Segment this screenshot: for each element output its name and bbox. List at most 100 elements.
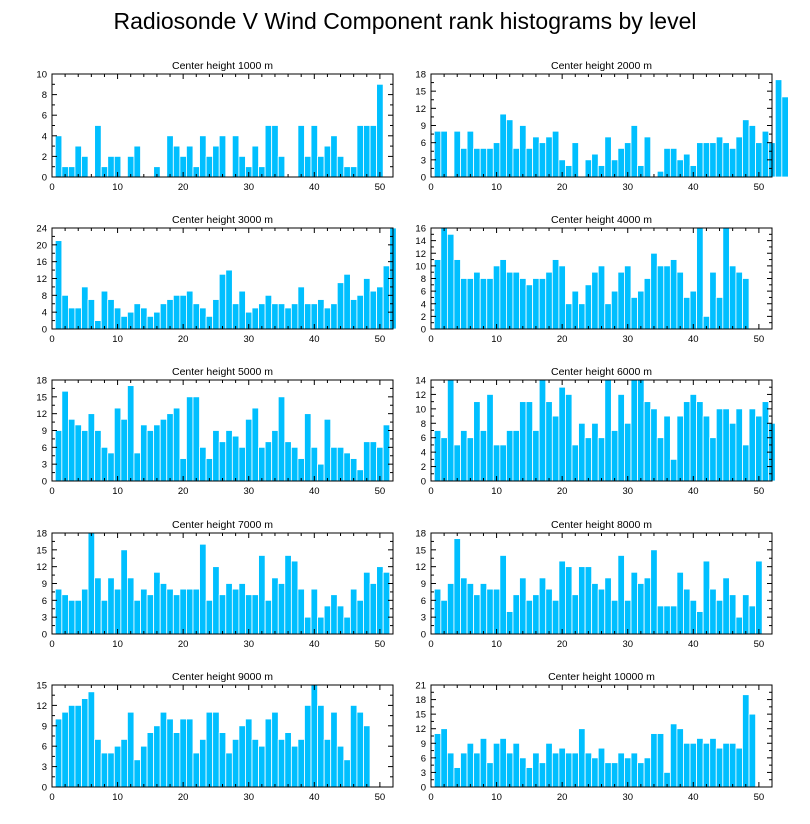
x-tick-label: 0 [49,792,54,803]
bar [453,444,461,482]
x-tick-label: 20 [557,182,568,193]
bar [172,594,181,635]
x-tick-label: 10 [491,486,502,497]
bar [525,599,534,635]
bar [492,265,501,330]
y-tick-label: 3 [42,613,47,624]
bar [584,752,593,788]
bar [735,747,743,788]
y-tick-label: 0 [421,173,426,184]
bar [709,142,717,178]
y-tick-label: 12 [415,562,426,573]
bar [669,147,678,178]
y-tick-label: 4 [421,448,426,459]
bar [643,757,652,788]
bar [584,284,593,330]
bar [669,723,678,788]
bar [330,594,338,635]
bar [251,145,259,178]
panel-title: Center height 4000 m [551,214,652,226]
bar [304,616,312,635]
bar [199,307,207,330]
x-tick-label: 10 [491,334,502,345]
bar [617,394,625,482]
bar [591,271,599,330]
x-tick-label: 50 [754,792,765,803]
bar [238,725,246,788]
bar [479,738,488,788]
bar [330,711,338,788]
bar [715,599,724,635]
bar [317,463,325,482]
bar [519,757,527,788]
y-tick-label: 9 [42,579,47,590]
bar [532,430,540,482]
bar [591,153,599,178]
bar [610,599,619,635]
bar [87,299,96,330]
y-tick-label: 6 [42,111,47,122]
bar [159,583,168,635]
y-tick-label: 20 [36,240,47,251]
y-tick-label: 12 [415,724,426,735]
bar [317,155,325,178]
bar [290,303,299,330]
bar [382,265,391,330]
bar [277,583,286,635]
y-tick-label: 16 [36,257,47,268]
y-tick-label: 6 [42,596,47,607]
y-tick-label: 3 [421,768,426,779]
bar [369,290,378,330]
bar [538,762,547,788]
bar [532,594,540,635]
bar [440,437,448,482]
bar [466,583,475,635]
bar [565,303,573,330]
bar [696,227,704,330]
bar [218,441,227,482]
y-tick-label: 24 [36,224,47,235]
bar [120,549,128,635]
bar [199,446,207,482]
bar [225,430,233,482]
y-tick-label: 10 [415,404,426,415]
bar [538,379,547,482]
y-tick-label: 3 [421,155,426,166]
bar [343,166,351,178]
bar [748,713,757,788]
bar [100,752,109,788]
bar [271,711,279,788]
bar [363,441,371,482]
bar [284,555,292,635]
bar [702,142,711,178]
bar [650,408,658,482]
y-tick-label: 2 [421,312,426,323]
bar [650,549,658,635]
x-tick-label: 40 [688,182,699,193]
bar [218,732,227,788]
bar [558,747,566,788]
bar [689,290,697,330]
y-tick-label: 0 [421,630,426,641]
bar [67,599,76,635]
bar [284,441,292,482]
bar [290,560,299,635]
bar [610,762,619,788]
x-tick-label: 30 [243,639,254,650]
bar [264,599,273,635]
bar [492,742,501,788]
bar [637,290,645,330]
bar [676,571,684,635]
bar [127,711,135,788]
bar [538,142,547,178]
bar [722,577,730,635]
bar [689,394,697,482]
bar [369,583,378,635]
bar [604,762,612,788]
panel-9: Center height 9000 m 0 3 6 9 12 15 0 10 20 30 40 50 [36,671,394,803]
bar [499,444,507,482]
bar [159,418,168,482]
bar [715,747,724,788]
x-tick-label: 50 [754,486,765,497]
